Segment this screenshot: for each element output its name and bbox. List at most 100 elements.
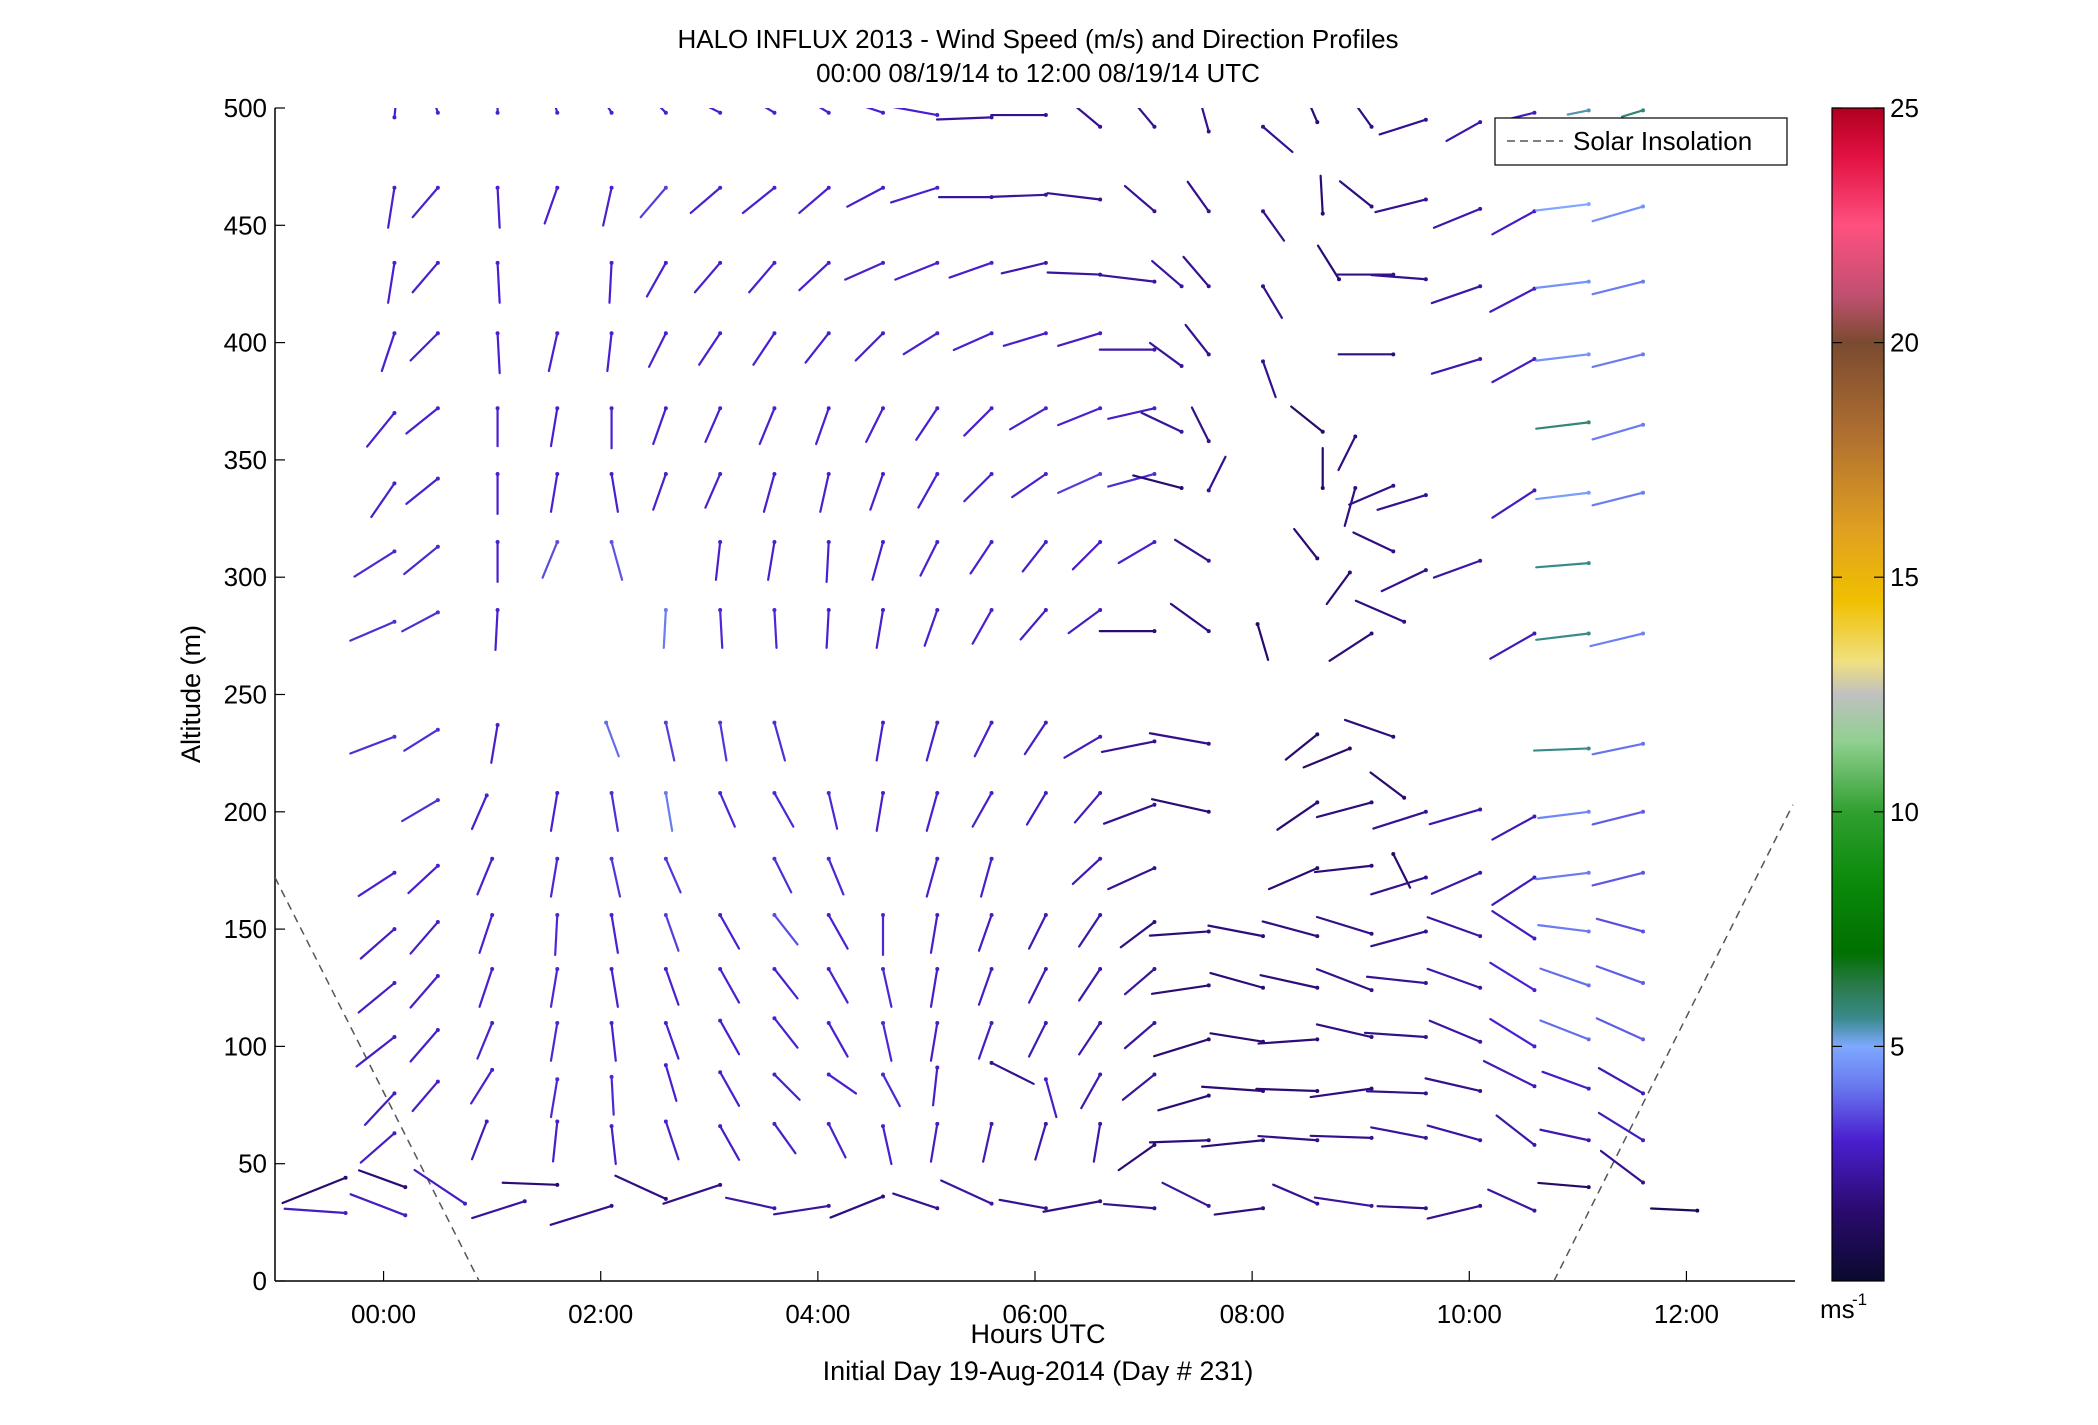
wind-vector <box>1352 531 1395 553</box>
wind-vector-head <box>1641 870 1645 875</box>
wind-vector-head <box>1532 488 1537 493</box>
wind-vector-head <box>989 115 994 120</box>
wind-vector-head <box>1098 1072 1103 1077</box>
wind-vector-head <box>772 1206 777 1211</box>
wind-vector-head <box>663 608 668 613</box>
wind-vector <box>471 1200 526 1220</box>
wind-vector <box>652 472 667 511</box>
wind-vector-head <box>495 608 500 613</box>
wind-vector <box>490 723 499 764</box>
x-axis-label: Hours UTC <box>970 1319 1105 1349</box>
wind-vector-head <box>403 1185 408 1190</box>
wind-vector-head <box>772 608 777 613</box>
wind-vector-head <box>1152 471 1157 476</box>
wind-vector-head <box>1043 791 1048 796</box>
wind-vector-head <box>663 913 668 918</box>
wind-vector-head <box>1315 732 1320 737</box>
wind-vector <box>917 472 939 509</box>
wind-vector-head <box>1337 277 1341 282</box>
wind-vector-head <box>1641 204 1645 209</box>
wind-vector-head <box>1586 1086 1591 1091</box>
wind-vector-head <box>989 720 994 725</box>
wind-vector <box>1541 1070 1590 1090</box>
wind-vector-head <box>1423 1035 1428 1040</box>
wind-vector <box>1009 407 1047 431</box>
wind-vector-head <box>555 1182 560 1187</box>
wind-vector <box>1174 538 1210 562</box>
wind-vector-head <box>1369 988 1374 993</box>
solar-insolation-lines <box>275 804 1794 1281</box>
wind-vector-head <box>392 410 397 415</box>
wind-vector <box>549 1204 613 1226</box>
wind-vector <box>708 108 722 114</box>
wind-vector <box>990 193 1047 199</box>
wind-vector <box>1491 489 1536 519</box>
wind-vector-head <box>1347 746 1352 751</box>
wind-vector-head <box>1478 870 1483 875</box>
wind-vector-head <box>1315 1037 1320 1042</box>
wind-vector <box>1535 491 1590 501</box>
wind-vector-head <box>1152 802 1157 807</box>
wind-vector <box>698 332 722 366</box>
wind-vector <box>1378 118 1427 136</box>
wind-vector-head <box>935 540 940 545</box>
y-tick-label: 150 <box>224 914 267 944</box>
wind-vector-head <box>989 1060 994 1065</box>
colorbar-gradient <box>1831 107 1885 1282</box>
wind-vector <box>875 721 885 762</box>
wind-vector <box>1376 1205 1427 1210</box>
wind-vector <box>1597 1111 1645 1142</box>
wind-vector <box>889 186 939 204</box>
wind-vector-head <box>663 110 668 115</box>
wind-vector <box>1209 1032 1265 1043</box>
wind-vector-head <box>1152 1020 1157 1025</box>
wind-vector-head <box>1315 866 1320 871</box>
solar-insolation-line-left <box>275 877 480 1281</box>
wind-vector <box>719 1125 741 1161</box>
wind-vector <box>1428 808 1482 826</box>
wind-vector <box>1491 910 1536 940</box>
wind-vector-head <box>1532 110 1537 115</box>
wind-vector <box>929 1122 939 1163</box>
wind-vector-head <box>392 870 397 875</box>
wind-vector <box>819 472 830 513</box>
wind-vector-head <box>1478 1039 1483 1044</box>
y-tick-label: 350 <box>224 445 267 475</box>
wind-vector-head <box>663 1063 668 1068</box>
wind-vector-head <box>1043 331 1048 336</box>
wind-vector <box>476 857 494 896</box>
wind-vector-head <box>1206 558 1211 563</box>
wind-vector-head <box>1423 1206 1428 1211</box>
wind-vector-head <box>1586 809 1591 814</box>
wind-vector-head <box>495 406 500 411</box>
wind-vector <box>1107 867 1156 891</box>
wind-vector-head <box>1098 124 1103 129</box>
legend-box <box>1494 117 1788 166</box>
wind-vector-head <box>826 185 831 190</box>
wind-vector <box>725 1196 776 1210</box>
wind-vector <box>610 472 619 513</box>
chart-title: HALO INFLUX 2013 - Wind Speed (m/s) and … <box>677 24 1398 54</box>
wind-vector <box>1426 916 1482 938</box>
wind-vector-head <box>1315 1088 1320 1093</box>
wind-vector-head <box>495 331 500 336</box>
wind-vector-head <box>1532 936 1537 941</box>
wind-vector-head <box>609 791 614 796</box>
wind-vector <box>829 1195 885 1219</box>
wind-vector <box>1363 1031 1427 1039</box>
wind-vector <box>1259 974 1319 989</box>
wind-vector-head <box>609 540 614 545</box>
wind-vector <box>1319 174 1324 215</box>
wind-vector <box>470 1120 488 1161</box>
wind-vector <box>875 791 885 832</box>
wind-vector <box>1380 569 1427 593</box>
wind-vector-head <box>989 1201 994 1206</box>
wind-vector <box>409 920 439 955</box>
wind-vector-head <box>826 791 831 796</box>
wind-vector <box>1021 540 1047 573</box>
wind-vector-head <box>495 540 500 545</box>
wind-vector-head <box>1641 352 1645 357</box>
wind-vector-head <box>1586 352 1591 357</box>
wind-vector-head <box>435 1027 440 1032</box>
wind-vector-head <box>881 1020 885 1025</box>
